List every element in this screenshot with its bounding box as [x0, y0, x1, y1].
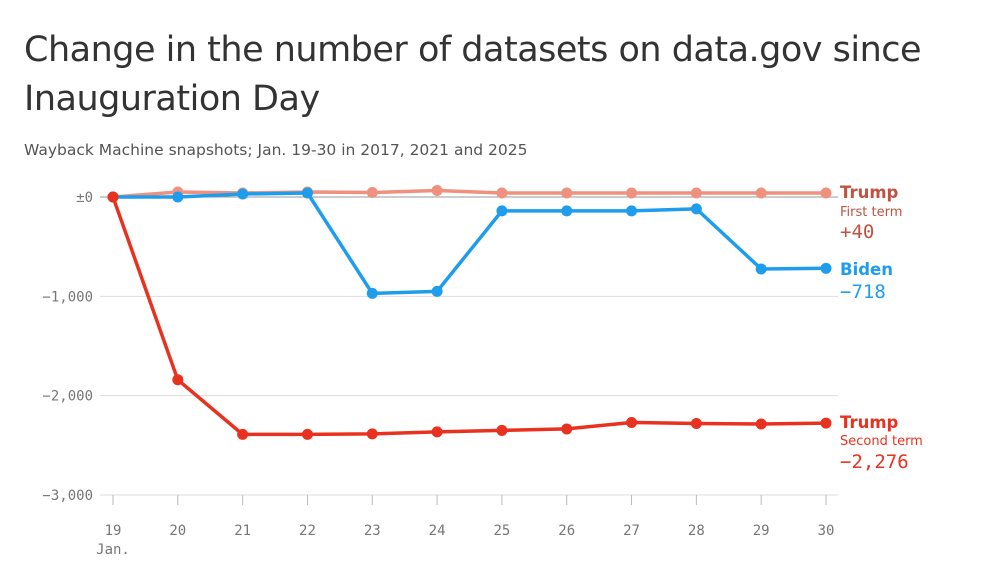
data-point-biden	[172, 191, 184, 203]
series-value-label: −2,276	[840, 451, 909, 473]
data-point-trump1	[690, 187, 702, 199]
series-line-biden	[111, 191, 828, 296]
x-tick-label: 23	[364, 523, 381, 539]
x-tick-label: 20	[169, 523, 186, 539]
x-tick-label: 19	[105, 523, 122, 539]
data-point-trump2	[561, 423, 573, 435]
x-tick-label: 29	[753, 523, 770, 539]
series-sub-label: Second term	[840, 434, 923, 449]
series-trump2	[107, 191, 832, 440]
x-tick-label: 26	[558, 523, 575, 539]
data-point-biden	[431, 285, 443, 297]
data-point-trump1	[431, 185, 443, 197]
data-point-biden	[366, 287, 378, 299]
series-name-label: Trump	[840, 183, 899, 202]
series-line-trump2	[111, 195, 828, 437]
data-point-trump1	[626, 187, 638, 199]
x-month-label: Jan.	[96, 542, 130, 558]
data-point-trump2	[626, 416, 638, 428]
data-point-biden	[496, 205, 508, 217]
data-point-biden	[626, 205, 638, 217]
data-point-biden	[690, 203, 702, 215]
data-point-trump1	[496, 187, 508, 199]
x-tick-label: 24	[429, 523, 446, 539]
data-point-trump1	[561, 187, 573, 199]
data-point-trump2	[496, 424, 508, 436]
series-name-label: Trump	[840, 413, 899, 432]
data-point-trump2	[301, 428, 313, 440]
y-tick-label: ±0	[76, 190, 93, 206]
series-value-label: −718	[840, 281, 886, 303]
x-tick-label: 28	[688, 523, 705, 539]
y-tick-label: −1,000	[42, 289, 93, 305]
series-labels: Trump First term+40 Biden −718 Trump Second t…	[840, 183, 923, 473]
y-tick-label: −3,000	[42, 488, 93, 504]
data-point-trump2	[366, 428, 378, 440]
x-tick-label: 22	[299, 523, 316, 539]
data-point-biden	[301, 187, 313, 199]
data-point-biden	[561, 205, 573, 217]
chart-subtitle: Wayback Machine snapshots; Jan. 19-30 in…	[24, 141, 528, 159]
y-tick-label: −2,000	[42, 389, 93, 405]
data-point-trump2	[820, 417, 832, 429]
chart-title: Change in the number of datasets on data…	[24, 30, 922, 119]
data-point-trump2	[172, 374, 184, 386]
data-point-biden	[820, 262, 832, 274]
x-tick-label: 25	[493, 523, 510, 539]
x-tick-label: 30	[818, 523, 835, 539]
data-point-trump2	[237, 428, 249, 440]
data-point-trump2	[431, 426, 443, 438]
data-point-trump2	[755, 418, 767, 430]
data-point-biden	[755, 263, 767, 275]
series-group	[107, 185, 832, 440]
gridlines: ±0 −1,000 −2,000 −3,000	[42, 190, 838, 504]
series-biden	[107, 187, 832, 299]
x-axis: 19 20 21 22 23 24 25 26 27 28 29 30 Jan.	[96, 495, 834, 558]
x-tick-label: 21	[234, 523, 251, 539]
series-sub-label: First term	[840, 205, 902, 220]
x-tick-label: 27	[623, 523, 640, 539]
data-point-trump2	[107, 191, 119, 203]
series-value-label: +40	[840, 221, 874, 243]
series-name-label: Biden	[840, 260, 893, 279]
data-point-trump1	[755, 187, 767, 199]
data-point-biden	[237, 188, 249, 200]
data-point-trump1	[366, 187, 378, 199]
data-point-trump2	[690, 417, 702, 429]
data-point-trump1	[820, 187, 832, 199]
